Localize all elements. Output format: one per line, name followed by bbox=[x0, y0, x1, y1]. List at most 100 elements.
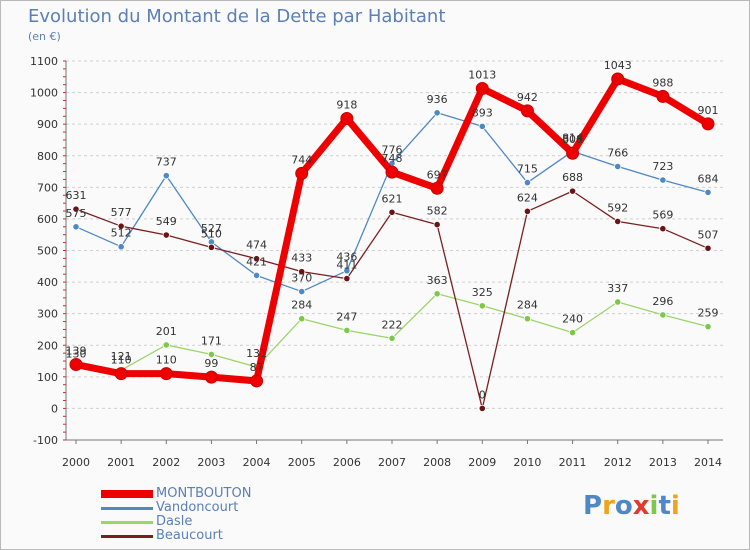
data-point-beaucourt bbox=[523, 207, 532, 215]
data-point-beaucourt bbox=[298, 268, 306, 276]
data-label-beaucourt: 549 bbox=[156, 215, 177, 228]
data-label-dasle: 247 bbox=[336, 310, 357, 323]
logo-letter: r bbox=[602, 491, 615, 521]
legend-label: Vandoncourt bbox=[156, 500, 239, 515]
data-label-vandoncourt: 527 bbox=[201, 222, 222, 235]
data-point-beaucourt bbox=[207, 243, 216, 251]
data-label-vandoncourt: 421 bbox=[246, 255, 267, 268]
data-label-montbouton: 748 bbox=[382, 152, 403, 165]
x-tick-label: 2006 bbox=[333, 456, 361, 469]
data-label-vandoncourt: 936 bbox=[427, 93, 448, 106]
x-tick-label: 2001 bbox=[107, 456, 135, 469]
data-label-vandoncourt: 715 bbox=[517, 163, 538, 176]
x-tick-label: 2013 bbox=[649, 456, 677, 469]
data-label-montbouton: 901 bbox=[698, 104, 719, 117]
data-point-montbouton bbox=[611, 72, 625, 86]
data-point-beaucourt bbox=[659, 225, 667, 233]
data-label-vandoncourt: 893 bbox=[472, 106, 493, 119]
data-label-dasle: 171 bbox=[201, 334, 222, 347]
data-point-montbouton bbox=[475, 81, 489, 95]
data-point-beaucourt bbox=[433, 221, 441, 229]
x-tick-label: 2008 bbox=[423, 456, 451, 469]
data-label-beaucourt: 582 bbox=[427, 205, 448, 218]
x-tick-label: 2000 bbox=[62, 456, 90, 469]
data-point-montbouton bbox=[114, 367, 128, 381]
data-point-dasle bbox=[659, 311, 667, 319]
data-point-dasle bbox=[343, 326, 351, 335]
data-label-vandoncourt: 575 bbox=[66, 207, 87, 220]
data-label-beaucourt: 0 bbox=[479, 388, 486, 401]
data-label-montbouton: 1043 bbox=[604, 59, 632, 72]
logo-letter: P bbox=[583, 491, 603, 521]
data-point-beaucourt bbox=[614, 217, 622, 226]
y-tick-label: 1100 bbox=[30, 55, 58, 68]
data-point-montbouton bbox=[340, 111, 354, 125]
data-label-vandoncourt: 814 bbox=[562, 131, 583, 144]
data-label-dasle: 222 bbox=[382, 318, 403, 331]
data-label-montbouton: 697 bbox=[427, 168, 448, 181]
data-label-beaucourt: 577 bbox=[111, 206, 132, 219]
data-label-dasle: 363 bbox=[427, 274, 448, 287]
data-point-montbouton bbox=[520, 104, 534, 118]
legend-swatch bbox=[101, 521, 153, 524]
data-label-dasle: 121 bbox=[111, 350, 132, 363]
data-point-montbouton bbox=[566, 146, 580, 160]
data-label-montbouton: 99 bbox=[204, 357, 218, 370]
data-label-vandoncourt: 723 bbox=[652, 160, 673, 173]
data-label-vandoncourt: 684 bbox=[698, 172, 719, 185]
data-point-vandoncourt bbox=[298, 287, 306, 296]
data-point-beaucourt bbox=[252, 255, 261, 263]
legend-label: MONTBOUTON bbox=[156, 486, 252, 501]
data-label-montbouton: 942 bbox=[517, 91, 538, 104]
data-point-vandoncourt bbox=[704, 188, 712, 196]
data-label-beaucourt: 474 bbox=[246, 239, 267, 252]
proxiti-logo: Proxiti bbox=[583, 491, 680, 521]
data-point-vandoncourt bbox=[478, 122, 486, 130]
data-label-montbouton: 110 bbox=[111, 354, 132, 367]
data-label-beaucourt: 624 bbox=[517, 191, 538, 204]
y-tick-label: 300 bbox=[37, 308, 58, 321]
data-label-dasle: 337 bbox=[607, 282, 628, 295]
data-point-montbouton bbox=[295, 166, 309, 180]
y-tick-label: 800 bbox=[37, 150, 58, 163]
data-label-beaucourt: 433 bbox=[291, 252, 312, 265]
data-label-montbouton: 808 bbox=[562, 133, 583, 146]
x-tick-label: 2002 bbox=[152, 456, 180, 469]
data-label-vandoncourt: 766 bbox=[607, 146, 628, 159]
data-point-dasle bbox=[433, 290, 441, 298]
data-label-beaucourt: 411 bbox=[336, 259, 357, 272]
data-label-beaucourt: 510 bbox=[201, 227, 222, 240]
data-point-beaucourt bbox=[568, 187, 577, 195]
data-point-dasle bbox=[162, 341, 170, 349]
data-label-dasle: 131 bbox=[246, 347, 267, 360]
data-point-dasle bbox=[614, 298, 622, 306]
data-label-beaucourt: 569 bbox=[652, 209, 673, 222]
data-point-dasle bbox=[568, 329, 577, 337]
data-point-beaucourt bbox=[117, 222, 125, 230]
data-point-vandoncourt bbox=[162, 172, 170, 180]
data-point-dasle bbox=[207, 350, 216, 359]
data-point-montbouton bbox=[159, 367, 173, 381]
y-tick-label: 900 bbox=[37, 118, 58, 131]
data-point-beaucourt bbox=[72, 205, 80, 213]
legend-swatch bbox=[101, 535, 153, 538]
data-label-dasle: 240 bbox=[562, 313, 583, 326]
x-tick-label: 2005 bbox=[288, 456, 316, 469]
data-label-vandoncourt: 737 bbox=[156, 156, 177, 169]
legend-swatch bbox=[101, 507, 153, 510]
y-tick-label: 1000 bbox=[30, 87, 58, 100]
y-tick-label: -100 bbox=[33, 434, 58, 447]
logo-letter: t bbox=[658, 491, 671, 521]
x-tick-label: 2014 bbox=[694, 456, 722, 469]
data-point-vandoncourt bbox=[614, 162, 622, 171]
x-tick-label: 2004 bbox=[243, 456, 271, 469]
x-tick-label: 2010 bbox=[513, 456, 541, 469]
x-tick-label: 2007 bbox=[378, 456, 406, 469]
data-label-dasle: 325 bbox=[472, 286, 493, 299]
data-point-montbouton bbox=[656, 89, 670, 103]
data-point-beaucourt bbox=[388, 208, 396, 216]
data-label-beaucourt: 631 bbox=[66, 189, 87, 202]
logo-letter: i bbox=[670, 491, 680, 521]
data-point-dasle bbox=[523, 315, 532, 323]
data-label-montbouton: 139 bbox=[66, 345, 87, 358]
